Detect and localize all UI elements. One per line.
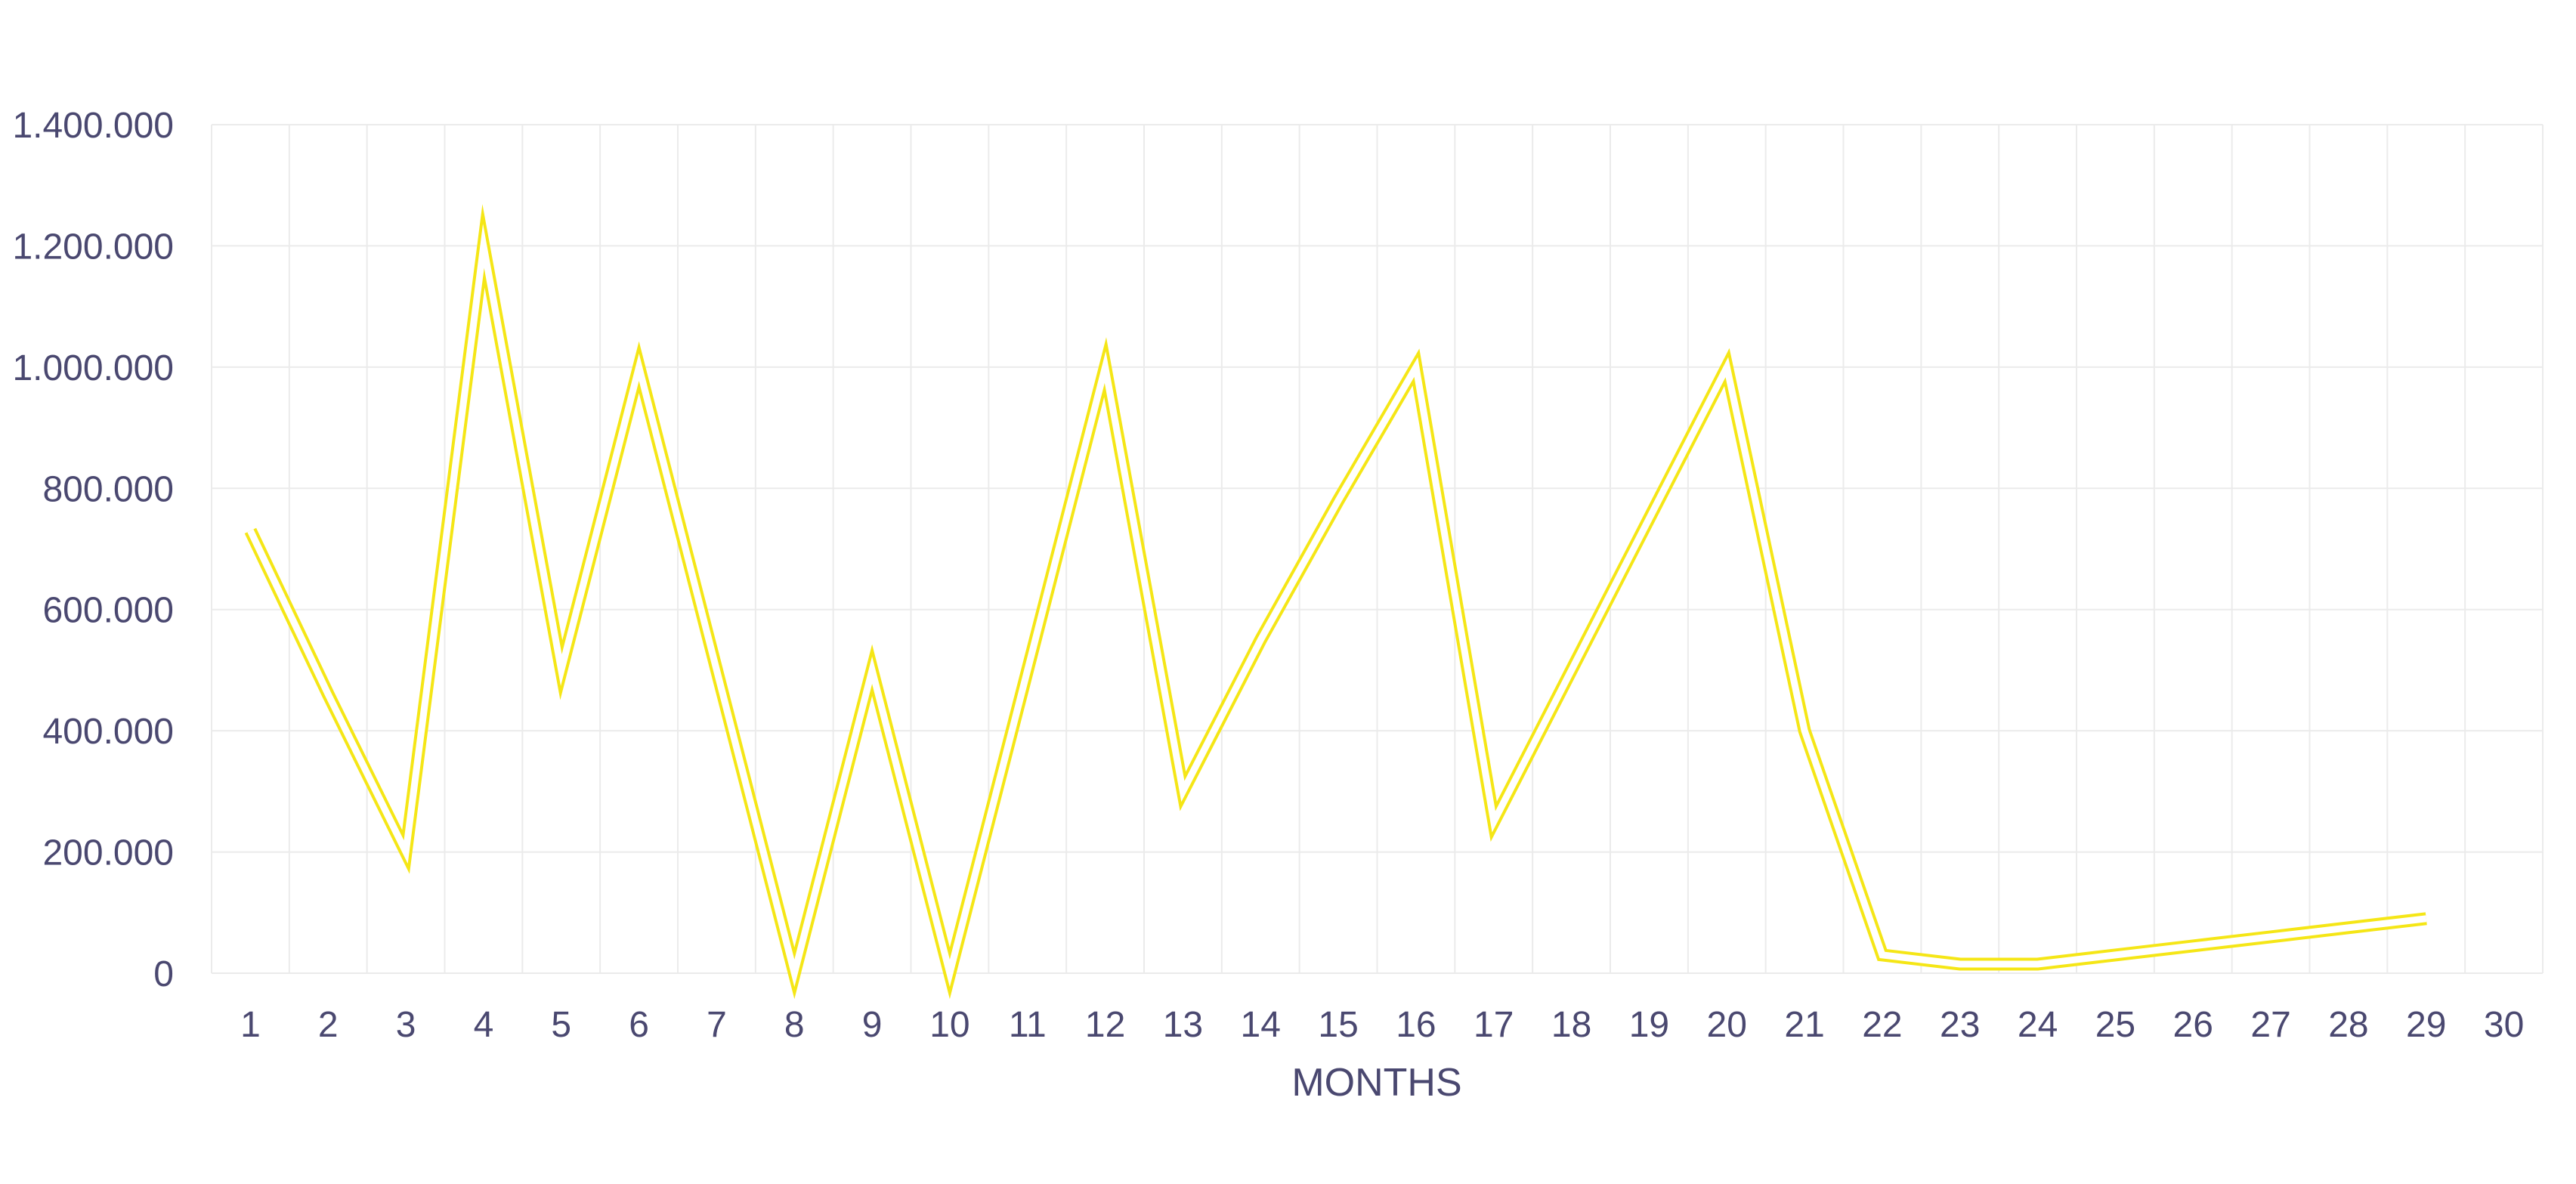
y-tick-label: 400.000 — [42, 712, 174, 752]
x-tick-label: 24 — [2018, 1005, 2058, 1045]
y-tick-label: 1.000.000 — [12, 348, 174, 388]
x-tick-label: 26 — [2173, 1005, 2213, 1045]
x-tick-label: 19 — [1629, 1005, 1669, 1045]
y-axis-ticks: 0 200.000 400.000 600.000 800.000 1.000.000 1.… — [12, 106, 174, 994]
x-tick-label: 23 — [1940, 1005, 1980, 1045]
y-tick-label: 0 — [153, 954, 174, 994]
x-tick-label: 2 — [318, 1005, 339, 1045]
x-tick-label: 1 — [240, 1005, 261, 1045]
y-tick-label: 1.200.000 — [12, 227, 174, 267]
x-tick-label: 28 — [2328, 1005, 2368, 1045]
x-tick-label: 9 — [862, 1005, 883, 1045]
y-tick-label: 600.000 — [42, 591, 174, 631]
x-tick-label: 7 — [707, 1005, 727, 1045]
x-tick-label: 29 — [2406, 1005, 2446, 1045]
x-tick-label: 6 — [629, 1005, 649, 1045]
x-tick-label: 10 — [929, 1005, 969, 1045]
y-tick-label: 1.400.000 — [12, 106, 174, 146]
series-line-inner — [247, 224, 2427, 988]
x-tick-label: 4 — [474, 1005, 494, 1045]
x-tick-label: 12 — [1085, 1005, 1125, 1045]
x-tick-label: 20 — [1707, 1005, 1747, 1045]
x-tick-label: 27 — [2250, 1005, 2290, 1045]
x-axis-title: MONTHS — [1291, 1061, 1461, 1105]
x-tick-label: 8 — [784, 1005, 805, 1045]
x-tick-label: 5 — [551, 1005, 571, 1045]
grid — [211, 124, 2544, 974]
x-tick-label: 15 — [1318, 1005, 1358, 1045]
x-tick-label: 11 — [1009, 1005, 1047, 1045]
x-tick-label: 16 — [1396, 1005, 1436, 1045]
series-lines — [244, 204, 2427, 1000]
x-tick-label: 3 — [396, 1005, 416, 1045]
x-axis-ticks: 1 2 3 4 5 6 7 8 9 10 11 12 13 14 15 16 17 18 19 20 21 22 23 24 2… — [240, 1005, 2524, 1045]
y-tick-label: 800.000 — [42, 469, 174, 509]
x-tick-label: 30 — [2484, 1005, 2524, 1045]
x-tick-label: 18 — [1551, 1005, 1591, 1045]
x-tick-label: 25 — [2095, 1005, 2135, 1045]
x-tick-label: 21 — [1784, 1005, 1824, 1045]
y-tick-label: 200.000 — [42, 833, 174, 873]
x-tick-label: 22 — [1862, 1005, 1902, 1045]
x-tick-label: 14 — [1241, 1005, 1281, 1045]
x-tick-label: 13 — [1163, 1005, 1203, 1045]
x-tick-label: 17 — [1474, 1005, 1514, 1045]
